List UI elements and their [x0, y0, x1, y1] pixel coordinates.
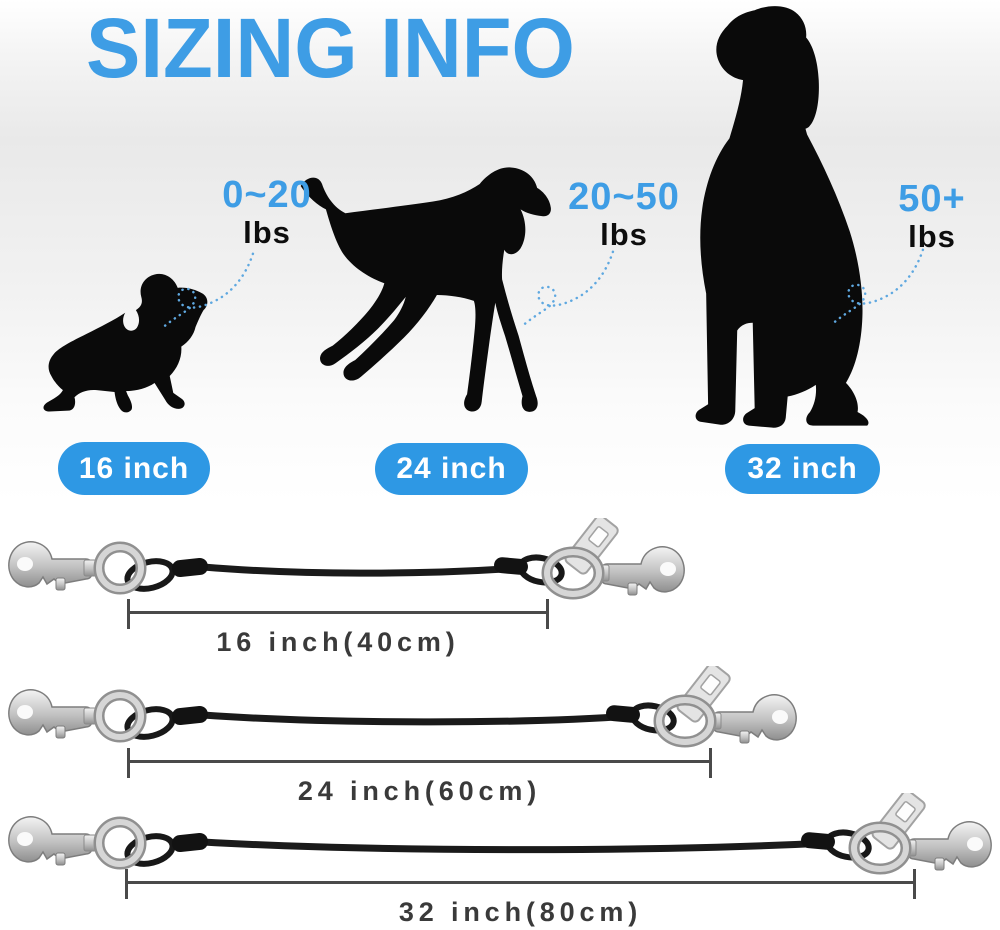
- weight-unit: lbs: [600, 217, 648, 252]
- snap-hook-icon: [8, 816, 147, 870]
- cable-illustration-32-inch: [8, 793, 992, 875]
- weight-label-large: 50+ lbs: [852, 180, 1000, 252]
- measurement-label: 16 inch(40cm): [216, 627, 460, 657]
- dashed-arrow-icon: [832, 248, 925, 325]
- weight-unit: lbs: [908, 219, 956, 254]
- measurement-line-32-inch: 32 inch(80cm): [125, 869, 916, 928]
- measurement-line-24-inch: 24 inch(60cm): [127, 748, 712, 807]
- weight-unit: lbs: [243, 215, 291, 250]
- dog-silhouette-medium: [300, 167, 551, 412]
- cable-illustration-24-inch: [8, 666, 797, 748]
- weight-label-medium: 20~50 lbs: [544, 178, 704, 250]
- snap-hook-icon: [653, 694, 797, 748]
- page-title: SIZING INFO: [86, 1, 575, 95]
- dog-silhouette-large: [695, 6, 869, 428]
- cable-line: [199, 563, 524, 577]
- weight-label-small: 0~20 lbs: [187, 176, 347, 248]
- size-badge-24-inch: 24 inch: [375, 443, 528, 495]
- dashed-arrow-icon: [522, 250, 615, 327]
- size-badge-16-inch: 16 inch: [58, 442, 210, 495]
- measurement-label: 24 inch(60cm): [297, 776, 542, 806]
- cable-illustration-16-inch: [8, 518, 685, 600]
- weight-range: 20~50: [568, 176, 680, 218]
- cable-line: [199, 838, 831, 854]
- dog-silhouette-small: [43, 273, 208, 413]
- cable-line: [199, 711, 636, 726]
- measurement-line-16-inch: 16 inch(40cm): [127, 599, 549, 658]
- measurement-label: 32 inch(80cm): [398, 897, 643, 927]
- snap-hook-icon: [8, 689, 147, 743]
- weight-range: 0~20: [222, 174, 312, 216]
- dashed-arrow-icon: [162, 252, 255, 329]
- size-badge-32-inch: 32 inch: [725, 444, 880, 494]
- weight-range: 50+: [898, 178, 966, 220]
- snap-hook-icon: [848, 821, 992, 875]
- snap-hook-icon: [8, 541, 147, 595]
- snap-hook-icon: [541, 546, 685, 600]
